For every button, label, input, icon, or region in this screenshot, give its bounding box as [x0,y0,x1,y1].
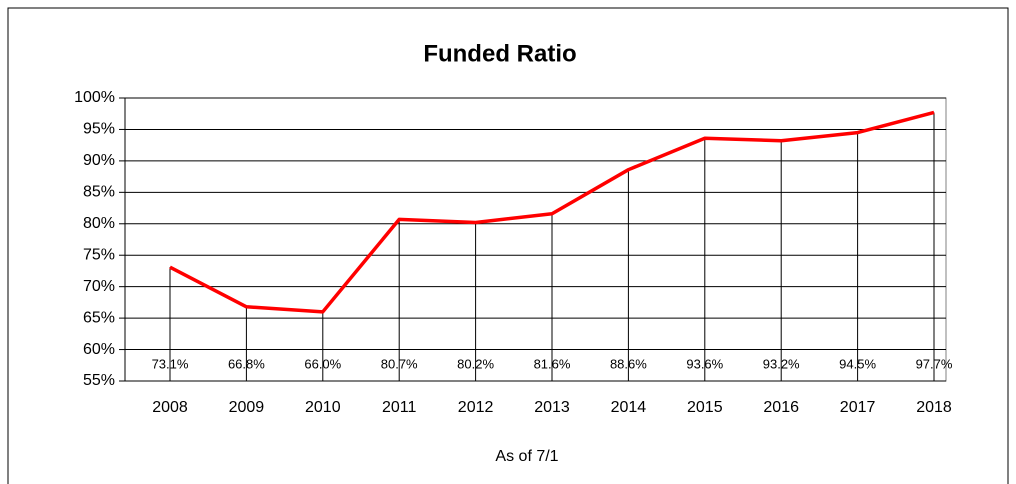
data-label: 93.2% [763,356,800,371]
x-tick-label: 2009 [229,399,265,416]
data-line [169,110,935,314]
data-label: 81.6% [534,356,571,371]
data-label: 88.6% [610,356,647,371]
data-label: 97.7% [916,356,953,371]
data-label: 80.2% [457,356,494,371]
x-tick-label: 2014 [611,399,647,416]
y-tick-label: 90% [83,152,115,169]
y-tick-label: 100% [74,89,115,106]
y-tick-label: 55% [83,372,115,389]
y-tick-label: 75% [83,246,115,263]
x-tick-label: 2012 [458,399,494,416]
x-tick-label: 2010 [305,399,341,416]
x-tick-label: 2011 [382,399,417,416]
x-tick-label: 2015 [687,399,723,416]
x-tick-label: 2016 [763,399,799,416]
data-label: 73.1% [152,356,189,371]
y-tick-label: 85% [83,184,115,201]
y-tick-label: 70% [83,278,115,295]
chart-title: Funded Ratio [423,40,576,67]
y-tick-label: 60% [83,341,115,358]
x-tick-label: 2017 [840,399,876,416]
x-axis-label: As of 7/1 [495,448,558,465]
x-tick-label: 2008 [152,399,188,416]
y-tick-label: 95% [83,121,115,138]
chart-border [7,7,1009,484]
x-tick-label: 2018 [916,399,952,416]
data-label: 94.5% [839,356,876,371]
data-label: 80.7% [381,356,418,371]
y-tick-label: 80% [83,215,115,232]
x-tick-label: 2013 [534,399,570,416]
data-label: 93.6% [686,356,723,371]
y-tick-label: 65% [83,309,115,326]
data-label: 66.8% [228,356,265,371]
data-label: 66.0% [304,356,341,371]
